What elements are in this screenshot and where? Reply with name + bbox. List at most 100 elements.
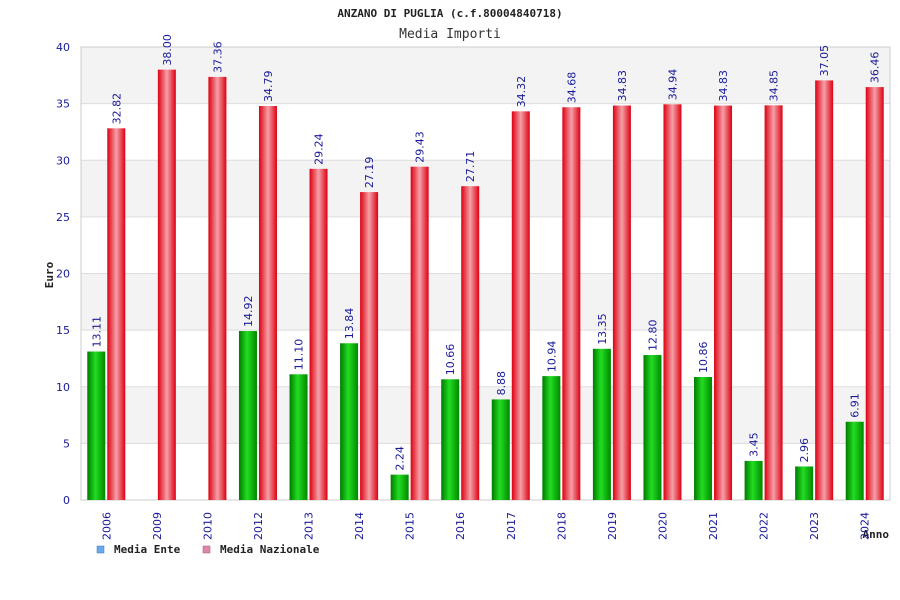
data-label: 38.00 <box>161 34 174 66</box>
bar-media-nazionale <box>258 106 277 501</box>
bar-media-nazionale <box>208 76 227 500</box>
data-label: 12.80 <box>646 320 659 352</box>
bar-media-nazionale <box>360 192 379 501</box>
y-tick-label: 25 <box>56 211 70 224</box>
x-tick-label: 2023 <box>808 512 821 540</box>
bar-media-ente <box>643 355 662 500</box>
y-tick-label: 15 <box>56 324 70 337</box>
bar-media-nazionale <box>562 107 581 501</box>
data-label: 37.36 <box>211 41 224 73</box>
y-tick-label: 0 <box>63 494 70 507</box>
legend-label-media-nazionale: Media Nazionale <box>220 543 320 556</box>
x-tick-label: 2016 <box>454 512 467 540</box>
data-label: 13.84 <box>343 308 356 340</box>
data-label: 10.86 <box>697 342 710 374</box>
bar-media-ente <box>238 331 257 500</box>
data-label: 29.43 <box>414 131 427 163</box>
data-label: 34.83 <box>717 70 730 102</box>
bar-media-nazionale <box>865 87 884 500</box>
chart-subtitle: Media Importi <box>399 27 501 42</box>
data-label: 2.96 <box>798 438 811 463</box>
x-tick-label: 2013 <box>303 512 316 540</box>
data-label: 6.91 <box>849 393 862 418</box>
data-label: 3.45 <box>748 432 761 457</box>
y-tick-label: 35 <box>56 98 70 111</box>
legend-swatch-media-nazionale <box>202 545 211 554</box>
data-label: 13.35 <box>596 313 609 345</box>
x-tick-label: 2014 <box>353 512 366 540</box>
data-label: 2.24 <box>394 446 407 471</box>
data-label: 34.83 <box>616 70 629 102</box>
data-label: 34.85 <box>768 70 781 102</box>
bar-media-nazionale <box>511 111 530 501</box>
y-tick-label: 5 <box>63 437 70 450</box>
bar-media-nazionale <box>815 80 834 500</box>
data-label: 37.05 <box>818 45 831 77</box>
bar-media-ente <box>87 351 106 500</box>
bar-media-nazionale <box>107 128 126 500</box>
data-label: 8.88 <box>495 371 508 396</box>
bar-media-nazionale <box>612 105 631 501</box>
x-tick-label: 2019 <box>606 512 619 540</box>
x-axis-ticks: 2006 2009 2010 2012 2013 2014 2015 2016 2017 2018… <box>100 512 871 540</box>
x-axis-label: Anno <box>863 528 890 541</box>
bar-media-nazionale <box>309 168 328 500</box>
y-axis-ticks: 0 5 10 15 20 25 30 35 40 <box>56 41 70 507</box>
bar-media-ente <box>795 466 814 500</box>
value-labels: 13.11 32.82 38.00 37.36 14.92 34.79 11.10 29.24… <box>90 34 881 470</box>
y-axis-label: Euro <box>43 261 56 288</box>
y-tick-label: 40 <box>56 41 70 54</box>
bar-media-ente <box>340 343 359 500</box>
bar-media-nazionale <box>461 186 480 500</box>
bar-media-ente <box>289 374 308 500</box>
legend-swatch-media-ente <box>96 545 105 554</box>
data-label: 13.11 <box>90 316 103 348</box>
bars <box>87 69 884 501</box>
x-tick-label: 2010 <box>201 512 214 540</box>
x-tick-label: 2017 <box>505 512 518 540</box>
legend: Media Ente Media Nazionale <box>96 543 320 556</box>
data-label: 34.68 <box>565 72 578 104</box>
data-label: 29.24 <box>313 133 326 165</box>
data-label: 34.32 <box>515 76 528 108</box>
bar-media-nazionale <box>663 104 682 500</box>
bar-media-ente <box>744 460 763 500</box>
legend-label-media-ente: Media Ente <box>114 543 181 556</box>
data-label: 34.79 <box>262 71 275 103</box>
data-label: 10.94 <box>545 341 558 373</box>
y-tick-label: 10 <box>56 381 70 394</box>
bar-media-ente <box>592 348 611 500</box>
x-tick-label: 2006 <box>100 512 113 540</box>
x-tick-label: 2015 <box>404 512 417 540</box>
bar-media-ente <box>491 399 510 500</box>
data-label: 32.82 <box>110 93 123 125</box>
data-label: 34.94 <box>666 69 679 101</box>
data-label: 10.66 <box>444 344 457 376</box>
plot-frame <box>80 46 891 501</box>
bar-media-ente <box>441 379 460 500</box>
bar-media-ente <box>845 421 864 500</box>
data-label: 11.10 <box>293 339 306 371</box>
x-tick-label: 2024 <box>859 512 872 540</box>
chart-title: ANZANO DI PUGLIA (c.f.80004840718) <box>337 7 562 20</box>
bar-media-ente <box>390 474 409 500</box>
bar-media-ente <box>694 377 713 500</box>
x-tick-label: 2009 <box>151 512 164 540</box>
data-label: 36.46 <box>869 52 882 84</box>
data-label: 27.19 <box>363 157 376 189</box>
bar-media-nazionale <box>764 105 783 500</box>
bar-media-nazionale <box>410 166 429 500</box>
bar-media-nazionale <box>157 69 176 501</box>
x-tick-label: 2022 <box>758 512 771 540</box>
bar-media-ente <box>542 376 561 500</box>
x-tick-label: 2021 <box>707 512 720 540</box>
x-tick-label: 2018 <box>555 512 568 540</box>
x-tick-label: 2012 <box>252 512 265 540</box>
y-tick-label: 30 <box>56 154 70 167</box>
x-tick-label: 2020 <box>656 512 669 540</box>
bar-media-nazionale <box>714 105 733 501</box>
data-label: 27.71 <box>464 151 477 183</box>
y-tick-label: 20 <box>56 268 70 281</box>
data-label: 14.92 <box>242 296 255 328</box>
